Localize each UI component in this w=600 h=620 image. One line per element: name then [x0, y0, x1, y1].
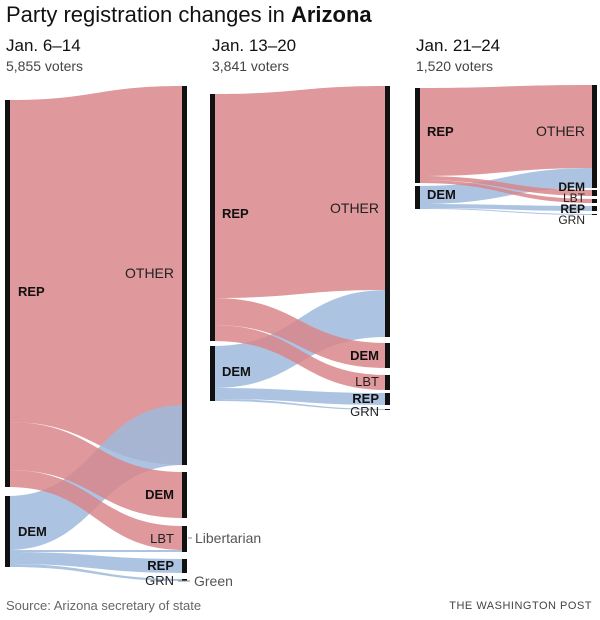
p2-node-dem [210, 346, 215, 401]
p1-label-other: OTHER [125, 265, 174, 281]
p2-label-rep: REP [222, 206, 249, 221]
chart-title: Party registration changes in Arizona [6, 2, 372, 28]
p2-flow-rep-dem [213, 298, 387, 368]
p3-label-dem: DEM [427, 187, 456, 202]
p2-label-other: OTHER [330, 200, 379, 216]
title-state: Arizona [290, 2, 372, 27]
p1-label-lbt: LBT [150, 531, 174, 546]
p1-flow-dem-lbt [8, 550, 184, 552]
p3-node-lbt [592, 199, 597, 203]
p2-flow-dem-grn [213, 399, 387, 410]
p2-label-rep-right: REP [352, 391, 379, 406]
p3-node-grn [592, 214, 597, 215]
p3-label-grn: GRN [558, 213, 585, 227]
p2-node-rep-right [385, 393, 390, 405]
p3-node-rep [415, 88, 420, 183]
p2-flow-rep-lbt [213, 325, 387, 390]
p2-flow-dem-rep [213, 388, 387, 405]
p3-node-dem-right [592, 190, 597, 196]
p2-label-grn: GRN [350, 404, 379, 419]
p1-flow-rep-other [8, 86, 184, 465]
p3-flow-rep-other [418, 85, 594, 176]
p1-label-grn: GRN [145, 573, 174, 588]
p1-note-libertarian: Libertarian [195, 530, 261, 546]
p2-node-lbt [385, 375, 390, 390]
p1-node-dem-right [182, 472, 187, 518]
p1-node-dem [5, 496, 10, 567]
p2-node-rep [210, 94, 215, 341]
p1-label-dem: DEM [18, 524, 47, 539]
p1-node-other [182, 86, 187, 465]
p1-label-dem-right: DEM [145, 487, 174, 502]
title-lead: Party registration changes in [6, 2, 291, 27]
period-1-voters: 5,855 voters [6, 58, 84, 74]
p2-node-dem-right [385, 343, 390, 368]
p1-label-rep-right: REP [147, 558, 174, 573]
p1-flow-rep-lbt [8, 470, 184, 550]
p3-flow-rep-lbt [418, 180, 594, 203]
p3-label-rep-right: REP [560, 202, 585, 216]
p1-flow-dem-rep [8, 552, 184, 573]
p3-flow-dem-rep [418, 204, 594, 211]
p3-node-dem [415, 186, 420, 209]
publisher-credit: THE WASHINGTON POST [449, 600, 592, 612]
p1-note-green: Green [194, 573, 233, 589]
p3-label-other: OTHER [536, 123, 585, 139]
p1-node-rep [5, 100, 10, 487]
source-note: Source: Arizona secretary of state [6, 598, 202, 613]
p1-flow-rep-dem [8, 422, 184, 518]
p3-flow-dem-grn [418, 208, 594, 215]
period-3-voters: 1,520 voters [416, 58, 494, 74]
period-3-dates: Jan. 21–24 [416, 36, 501, 55]
p2-label-lbt: LBT [355, 374, 379, 389]
period-1-dates: Jan. 6–14 [6, 36, 81, 55]
p3-label-dem-right: DEM [558, 180, 585, 194]
p1-flow-dem-grn [8, 564, 184, 581]
p1-node-lbt [182, 526, 187, 552]
p3-flow-rep-dem [418, 176, 594, 196]
period-2-voters: 3,841 voters [212, 58, 290, 74]
p2-node-other [385, 86, 390, 337]
p3-label-lbt: LBT [563, 191, 586, 205]
p2-label-dem: DEM [222, 364, 251, 379]
period-2-dates: Jan. 13–20 [212, 36, 297, 55]
p3-node-other [592, 85, 597, 188]
p2-label-dem-right: DEM [350, 348, 379, 363]
p1-node-rep-right [182, 559, 187, 573]
p1-node-grn [182, 579, 187, 581]
p3-node-rep-right [592, 206, 597, 211]
p2-node-grn [385, 409, 390, 410]
p3-label-rep: REP [427, 124, 454, 139]
p2-flow-rep-other [213, 86, 387, 298]
p1-label-rep: REP [18, 284, 45, 299]
